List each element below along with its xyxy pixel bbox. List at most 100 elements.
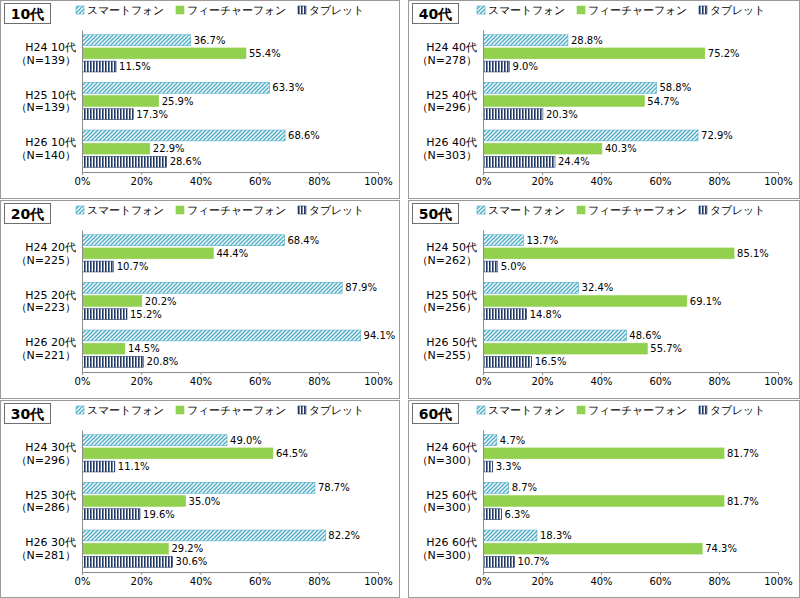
x-axis: 0%20%40%60%80%100%	[75, 172, 393, 187]
data-labels: 4.7%8.7%18.3%81.7%81.7%74.3%3.3%6.3%10.7…	[496, 435, 759, 568]
tick: 80%	[708, 372, 730, 387]
data-label: 20.2%	[145, 296, 177, 307]
legend-label: タブレット	[309, 204, 364, 217]
category-label: H26 40代（N=303）	[417, 136, 477, 162]
legend: スマートフォンフィーチャーフォンタブレット	[76, 4, 364, 17]
bar	[82, 356, 144, 367]
bar	[483, 343, 647, 354]
tick: 20%	[531, 572, 553, 587]
panel-border	[1, 201, 400, 399]
y-axis: H24 10代（N=139）H25 10代（N=139）H26 10代（N=14…	[16, 31, 83, 173]
category-label: H26 60代（N=300）	[417, 536, 477, 562]
bar	[82, 48, 246, 59]
tick-label: 20%	[131, 176, 153, 187]
title: 20代	[11, 206, 44, 222]
tick-mark	[660, 572, 661, 575]
data-label: 4.7%	[500, 435, 525, 446]
data-label: 81.7%	[727, 448, 759, 459]
tick-mark	[141, 572, 142, 575]
category-tick: H24 60代（N=300）	[417, 441, 477, 467]
bar	[82, 530, 325, 541]
axis-line	[82, 31, 83, 173]
legend: スマートフォンフィーチャーフォンタブレット	[477, 404, 765, 417]
tick-label: 40%	[590, 576, 612, 587]
bar	[483, 330, 626, 341]
bar	[82, 82, 269, 93]
bar	[82, 461, 115, 472]
bar	[82, 343, 125, 354]
legend-label: スマートフォン	[488, 4, 565, 17]
category-label: H24 40代（N=278）	[417, 41, 477, 67]
title: 10代	[11, 6, 44, 22]
tick-mark	[200, 372, 201, 375]
title-box	[5, 4, 51, 24]
legend-swatch	[699, 6, 707, 14]
tick: 0%	[75, 172, 91, 187]
panel-border	[409, 201, 800, 399]
tick: 100%	[364, 172, 393, 187]
bar	[82, 543, 168, 554]
tick: 40%	[190, 372, 212, 387]
data-label: 25.9%	[162, 96, 194, 107]
tick: 80%	[708, 572, 730, 587]
category-label: H24 10代（N=139）	[16, 41, 76, 67]
y-axis: H24 30代（N=296）H25 30代（N=286）H26 30代（N=28…	[16, 431, 83, 573]
tick-label: 0%	[75, 176, 91, 187]
panel-border	[409, 401, 800, 598]
bar	[483, 309, 527, 320]
bar	[82, 156, 167, 167]
bars	[483, 235, 734, 367]
data-label: 49.0%	[230, 435, 262, 446]
bar	[483, 356, 532, 367]
legend: スマートフォンフィーチャーフォンタブレット	[76, 204, 364, 217]
legend-swatch	[577, 206, 585, 214]
tick: 100%	[364, 572, 393, 587]
data-label: 85.1%	[737, 248, 769, 259]
title: 50代	[419, 206, 452, 222]
bar	[483, 156, 555, 167]
data-labels: 13.7%32.4%48.6%85.1%69.1%55.7%5.0%14.8%1…	[501, 235, 769, 368]
tick: 20%	[131, 172, 153, 187]
bar	[483, 48, 705, 59]
data-label: 6.3%	[505, 509, 530, 520]
data-label: 72.9%	[701, 130, 733, 141]
category-tick: H26 60代（N=300）	[417, 536, 477, 562]
tick: 20%	[131, 372, 153, 387]
panel: 50代スマートフォンフィーチャーフォンタブレット13.7%32.4%48.6%8…	[409, 201, 800, 399]
y-axis: H24 20代（N=225）H25 20代（N=223）H26 20代（N=22…	[16, 231, 83, 373]
tick-label: 40%	[590, 376, 612, 387]
axis-line	[83, 373, 379, 376]
data-label: 82.2%	[328, 530, 360, 541]
legend-label: フィーチャーフォン	[187, 204, 286, 217]
data-label: 69.1%	[690, 296, 722, 307]
tick-mark	[778, 172, 779, 175]
legend-swatch	[298, 6, 306, 14]
tick-mark	[319, 372, 320, 375]
data-label: 64.5%	[276, 448, 308, 459]
bar	[483, 143, 602, 154]
bar	[483, 448, 724, 459]
category-label: H24 50代（N=262）	[417, 241, 477, 267]
tick-label: 60%	[249, 176, 271, 187]
tick-label: 60%	[649, 376, 671, 387]
bar	[82, 435, 227, 446]
bar	[483, 61, 510, 72]
tick-label: 40%	[190, 576, 212, 587]
tick-label: 60%	[649, 576, 671, 587]
legend: スマートフォンフィーチャーフォンタブレット	[76, 404, 364, 417]
category-label: H26 20代（N=221）	[16, 336, 76, 362]
axis-line	[484, 573, 779, 576]
panel: 60代スマートフォンフィーチャーフォンタブレット4.7%8.7%18.3%81.…	[409, 401, 800, 598]
category-label: H24 60代（N=300）	[417, 441, 477, 467]
data-label: 10.7%	[117, 261, 149, 272]
x-axis: 0%20%40%60%80%100%	[75, 572, 393, 587]
category-label: H24 30代（N=296）	[16, 441, 76, 467]
tick-mark	[660, 372, 661, 375]
bar	[82, 496, 186, 507]
panel: 40代スマートフォンフィーチャーフォンタブレット28.8%58.8%72.9%7…	[409, 1, 800, 199]
data-label: 68.4%	[287, 235, 319, 246]
figure: 10代スマートフォンフィーチャーフォンタブレット36.7%63.3%68.6%5…	[0, 0, 800, 598]
bar	[82, 556, 173, 567]
tick-mark	[778, 372, 779, 375]
y-axis: H24 60代（N=300）H25 60代（N=300）H26 60代（N=30…	[417, 431, 484, 573]
